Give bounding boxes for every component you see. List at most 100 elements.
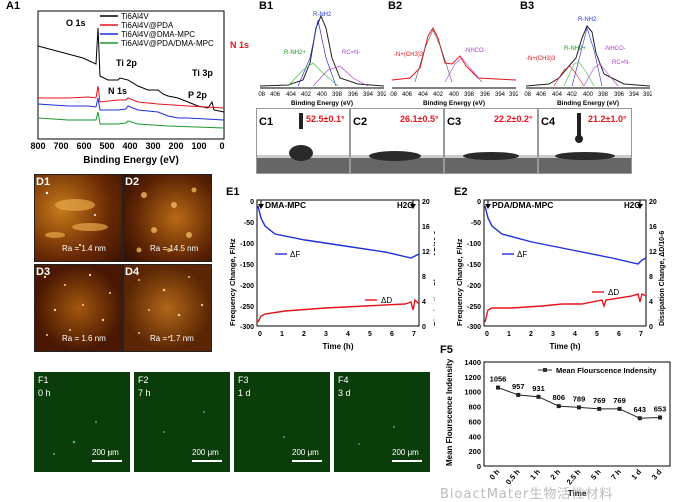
afm-ra: Ra = 1.6 nm bbox=[62, 334, 106, 343]
svg-text:100: 100 bbox=[191, 141, 206, 151]
panel-label-d4: D4 bbox=[125, 266, 140, 278]
f5-data-point bbox=[496, 385, 500, 390]
time-label: 0 h bbox=[38, 388, 51, 398]
f5-data-label: 643 bbox=[633, 405, 646, 414]
f5-data-point bbox=[536, 394, 541, 399]
svg-text:406: 406 bbox=[270, 92, 281, 98]
svg-text:-100: -100 bbox=[467, 241, 481, 248]
svg-text:4: 4 bbox=[573, 331, 577, 338]
svg-text:402: 402 bbox=[433, 92, 444, 98]
panel-label-d1: D1 bbox=[36, 176, 51, 188]
panel-label-f1: F1 bbox=[38, 375, 49, 385]
svg-text:400: 400 bbox=[449, 92, 460, 98]
peak-label: -N+(CH3)3 bbox=[526, 56, 556, 62]
panel-label-c4: C4 bbox=[541, 116, 556, 128]
f5-xtick: 3 d bbox=[650, 467, 664, 481]
svg-text:7: 7 bbox=[412, 331, 416, 338]
contact-angle-c2 bbox=[350, 108, 444, 174]
panel-label-c3: C3 bbox=[447, 116, 462, 128]
legend-entry: Ti6Al4V@PDA/DMA-MPC bbox=[121, 39, 214, 48]
scale-bar bbox=[392, 460, 422, 462]
svg-text:396: 396 bbox=[480, 92, 491, 98]
xps-line-red bbox=[38, 85, 225, 109]
svg-text:398: 398 bbox=[464, 92, 475, 98]
f5-ytick: 600 bbox=[468, 417, 481, 426]
svg-text:-50: -50 bbox=[471, 220, 481, 227]
f5-data-label: 769 bbox=[613, 396, 626, 405]
peak-label: RC=N- bbox=[612, 60, 631, 66]
svg-text:Binding Energy (eV): Binding Energy (eV) bbox=[423, 100, 485, 107]
panel-label-c1: C1 bbox=[259, 116, 274, 128]
scale-bar bbox=[292, 460, 322, 462]
peak-label: R-NH2+ bbox=[564, 46, 586, 52]
svg-text:8: 8 bbox=[649, 274, 653, 281]
svg-text:1: 1 bbox=[280, 331, 284, 338]
xps-legend: Ti6Al4V Ti6Al4V@PDA Ti6Al4V@DMA-MPC Ti6A… bbox=[100, 12, 214, 48]
svg-text:-150: -150 bbox=[240, 262, 254, 269]
panel-label-b2: B2 bbox=[388, 0, 403, 12]
f5-data-point bbox=[617, 406, 622, 411]
svg-text:408: 408 bbox=[258, 92, 266, 98]
svg-text:200: 200 bbox=[168, 141, 183, 151]
svg-text:3: 3 bbox=[551, 331, 555, 338]
panel-label-a1: A1 bbox=[6, 0, 21, 12]
contact-angle-value: 52.5±0.1° bbox=[306, 114, 345, 124]
svg-text:16: 16 bbox=[422, 224, 430, 231]
f5-ytick: 800 bbox=[468, 403, 481, 412]
fluorescence-image-f2 bbox=[134, 372, 230, 472]
svg-text:5: 5 bbox=[595, 331, 599, 338]
f5-ytick: 400 bbox=[468, 432, 481, 441]
svg-text:-50: -50 bbox=[244, 220, 254, 227]
svg-text:Dissipation Change, ΔD/10-6: Dissipation Change, ΔD/10-6 bbox=[659, 231, 666, 326]
svg-text:0: 0 bbox=[485, 331, 489, 338]
svg-text:-100: -100 bbox=[240, 241, 254, 248]
f5-data-label: 789 bbox=[573, 394, 586, 403]
svg-text:ΔF: ΔF bbox=[290, 250, 300, 259]
svg-text:0: 0 bbox=[649, 324, 653, 331]
fluorescence-intensity-chart: 0 200 400 600 800 1000 1200 1400 1056 957 931 806 7… bbox=[445, 358, 671, 498]
svg-text:5: 5 bbox=[368, 331, 372, 338]
svg-text:398: 398 bbox=[332, 92, 343, 98]
panel-label-d3: D3 bbox=[36, 266, 51, 278]
panel-label-d2: D2 bbox=[125, 176, 140, 188]
peak-label: -NHCO- bbox=[464, 48, 486, 54]
afm-ra: Ra = 14.5 nm bbox=[150, 244, 199, 253]
svg-text:404: 404 bbox=[418, 92, 429, 98]
f5-xtick: 1 d bbox=[629, 467, 643, 481]
annotation-ti3p: Ti 3p bbox=[192, 68, 213, 78]
f5-xtick: 2 h bbox=[548, 467, 562, 481]
svg-text:-300: -300 bbox=[467, 324, 481, 331]
svg-text:500: 500 bbox=[99, 141, 114, 151]
xps-line-blue bbox=[37, 97, 225, 121]
scale-bar bbox=[192, 460, 222, 462]
peak-label: R-NH2 bbox=[578, 17, 597, 23]
svg-text:ΔD: ΔD bbox=[608, 288, 619, 297]
svg-text:Dissipation Change, ΔD/10-6: Dissipation Change, ΔD/10-6 bbox=[434, 231, 435, 326]
svg-text:300: 300 bbox=[145, 141, 160, 151]
svg-text:402: 402 bbox=[567, 92, 578, 98]
svg-text:ΔD: ΔD bbox=[381, 296, 392, 305]
f5-data-label: 957 bbox=[512, 382, 525, 391]
svg-text:396: 396 bbox=[348, 92, 359, 98]
f5-xtick: 0 h bbox=[488, 467, 502, 481]
qcm-chart-e1: DMA-MPC H2O ΔF ΔD 0 -50 -100 -150 -200 -250… bbox=[228, 199, 435, 351]
svg-text:Time (h): Time (h) bbox=[323, 342, 354, 351]
svg-text:404: 404 bbox=[286, 92, 297, 98]
afm-image-d3 bbox=[34, 264, 123, 352]
f5-ylabel: Mean Flourscence Indensity bbox=[445, 358, 454, 466]
svg-text:0: 0 bbox=[477, 199, 481, 206]
svg-text:16: 16 bbox=[649, 224, 657, 231]
annotation-ti2p: Ti 2p bbox=[116, 58, 137, 68]
fluorescence-image-f3 bbox=[234, 372, 330, 472]
svg-text:392: 392 bbox=[377, 92, 386, 98]
annotation-n1s: N 1s bbox=[108, 86, 127, 96]
f5-data-label: 653 bbox=[654, 404, 667, 413]
xps-hires-b3: R-NH2 R-NH2+ -N+(CH3)3 -NHCO- RC=N- 408 4… bbox=[524, 17, 652, 107]
svg-text:406: 406 bbox=[536, 92, 547, 98]
f5-ytick: 1200 bbox=[464, 373, 481, 382]
svg-text:Frequency Change, F/Hz: Frequency Change, F/Hz bbox=[228, 238, 237, 326]
xps-survey-chart: Ti6Al4V Ti6Al4V@PDA Ti6Al4V@DMA-MPC Ti6A… bbox=[30, 10, 225, 166]
afm-ra: Ra = 1.4 nm bbox=[62, 244, 106, 253]
f5-xtick: 1 h bbox=[528, 467, 542, 481]
qcm-chart-e2: PDA/DMA-MPC H2O ΔF ΔD 0 -50 -100 -150 -200… bbox=[455, 199, 666, 351]
